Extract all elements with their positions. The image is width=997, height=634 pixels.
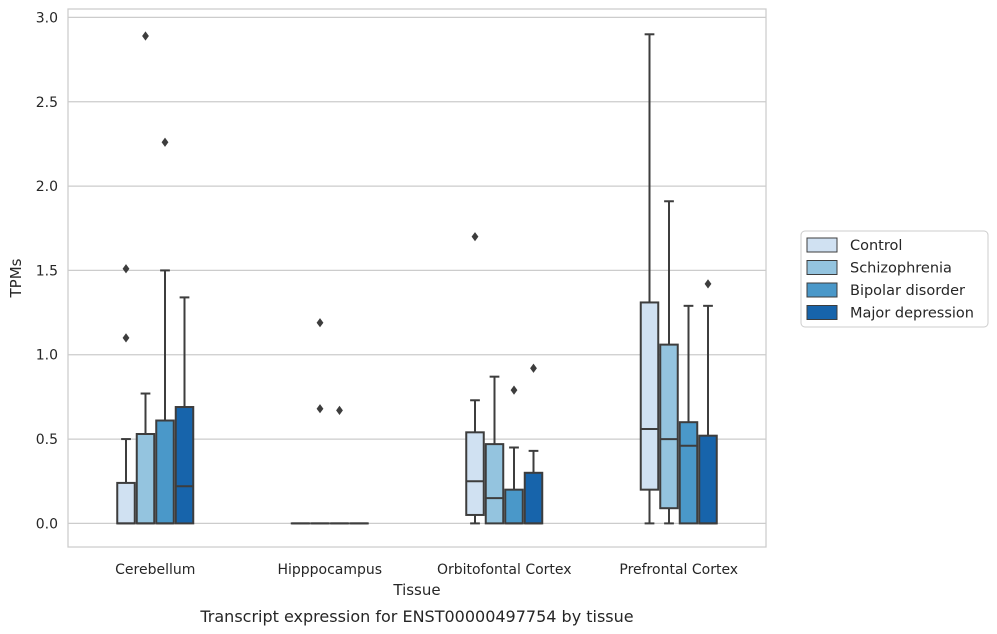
legend-item-schizophrenia: Schizophrenia — [806, 260, 952, 277]
y-tick-label: 2.5 — [36, 95, 58, 111]
legend-frame — [800, 230, 989, 328]
outlier-point — [316, 318, 324, 328]
box-bipolar-disorder-cerebellum — [155, 137, 175, 525]
x-tick-label: Cerebellum — [115, 562, 195, 578]
box-body — [678, 421, 699, 525]
box-body — [116, 481, 136, 525]
outlier-point — [471, 232, 479, 242]
x-axis-title: Tissue — [392, 581, 440, 599]
box-body — [174, 406, 195, 525]
box-body — [155, 419, 175, 525]
outlier-point — [510, 385, 518, 395]
box-body — [639, 301, 660, 491]
box-schizophrenia-orbitofontal-cortex — [484, 375, 505, 525]
legend-label: Major depression — [850, 306, 974, 322]
outlier-point — [122, 264, 130, 274]
legend-item-control: Control — [806, 237, 902, 254]
box-bipolar-disorder-prefrontal-cortex — [678, 304, 699, 525]
outlier-point — [316, 404, 324, 414]
outlier-point — [336, 405, 343, 415]
box-body — [523, 471, 544, 525]
outlier-point — [530, 363, 537, 373]
box-control-cerebellum — [116, 264, 136, 525]
y-tick-label: 2.0 — [36, 179, 58, 195]
legend-label: Control — [850, 238, 902, 254]
x-tick-label: Orbitofontal Cortex — [437, 562, 572, 578]
box-body — [484, 443, 505, 525]
legend-item-bipolar-disorder: Bipolar disorder — [806, 282, 965, 299]
plot-area-frame — [67, 8, 767, 548]
box-groups — [116, 31, 718, 525]
box-major-depression-cerebellum — [174, 296, 195, 525]
outlier-point — [122, 333, 130, 343]
box-major-depression-prefrontal-cortex — [698, 279, 718, 525]
outlier-point — [161, 137, 169, 147]
box-schizophrenia-hipppocampus — [310, 318, 330, 525]
y-tick-label: 0.5 — [36, 432, 58, 448]
box-major-depression-orbitofontal-cortex — [523, 363, 544, 525]
box-body — [504, 488, 524, 525]
box-body — [465, 431, 485, 516]
box-body — [698, 434, 718, 525]
legend-swatch — [806, 260, 838, 275]
box-control-orbitofontal-cortex — [465, 232, 485, 525]
box-schizophrenia-cerebellum — [135, 31, 156, 525]
y-tick-label: 1.0 — [36, 348, 58, 364]
outlier-point — [704, 279, 712, 289]
y-tick-labels: 0.0 0.5 1.0 1.5 2.0 2.5 3.0 — [36, 10, 58, 532]
legend-item-major-depression: Major depression — [806, 305, 974, 322]
legend-swatch — [806, 305, 838, 320]
x-tick-label: Hipppocampus — [277, 562, 382, 578]
box-bipolar-disorder-hipppocampus — [329, 405, 350, 525]
legend-swatch — [806, 282, 838, 298]
box-control-prefrontal-cortex — [639, 33, 660, 525]
x-tick-label: Prefrontal Cortex — [619, 562, 738, 578]
box-body — [135, 433, 156, 525]
x-tick-labels: Cerebellum Hipppocampus Orbitofontal Corte… — [115, 562, 738, 578]
y-axis-title: TPMs — [7, 258, 25, 298]
outlier-point — [142, 31, 149, 41]
y-tick-label: 3.0 — [36, 10, 58, 26]
box-schizophrenia-prefrontal-cortex — [659, 200, 679, 525]
legend: Control Schizophrenia Bipolar disorder Majo… — [800, 230, 989, 328]
box-body — [659, 343, 679, 510]
chart-caption: Transcript expression for ENST0000049775… — [199, 607, 633, 626]
y-tick-label: 0.0 — [36, 516, 58, 532]
box-bipolar-disorder-orbitofontal-cortex — [504, 385, 524, 525]
legend-label: Schizophrenia — [850, 261, 952, 277]
legend-swatch — [806, 237, 838, 253]
legend-label: Bipolar disorder — [850, 283, 965, 299]
y-tick-label: 1.5 — [36, 263, 58, 279]
